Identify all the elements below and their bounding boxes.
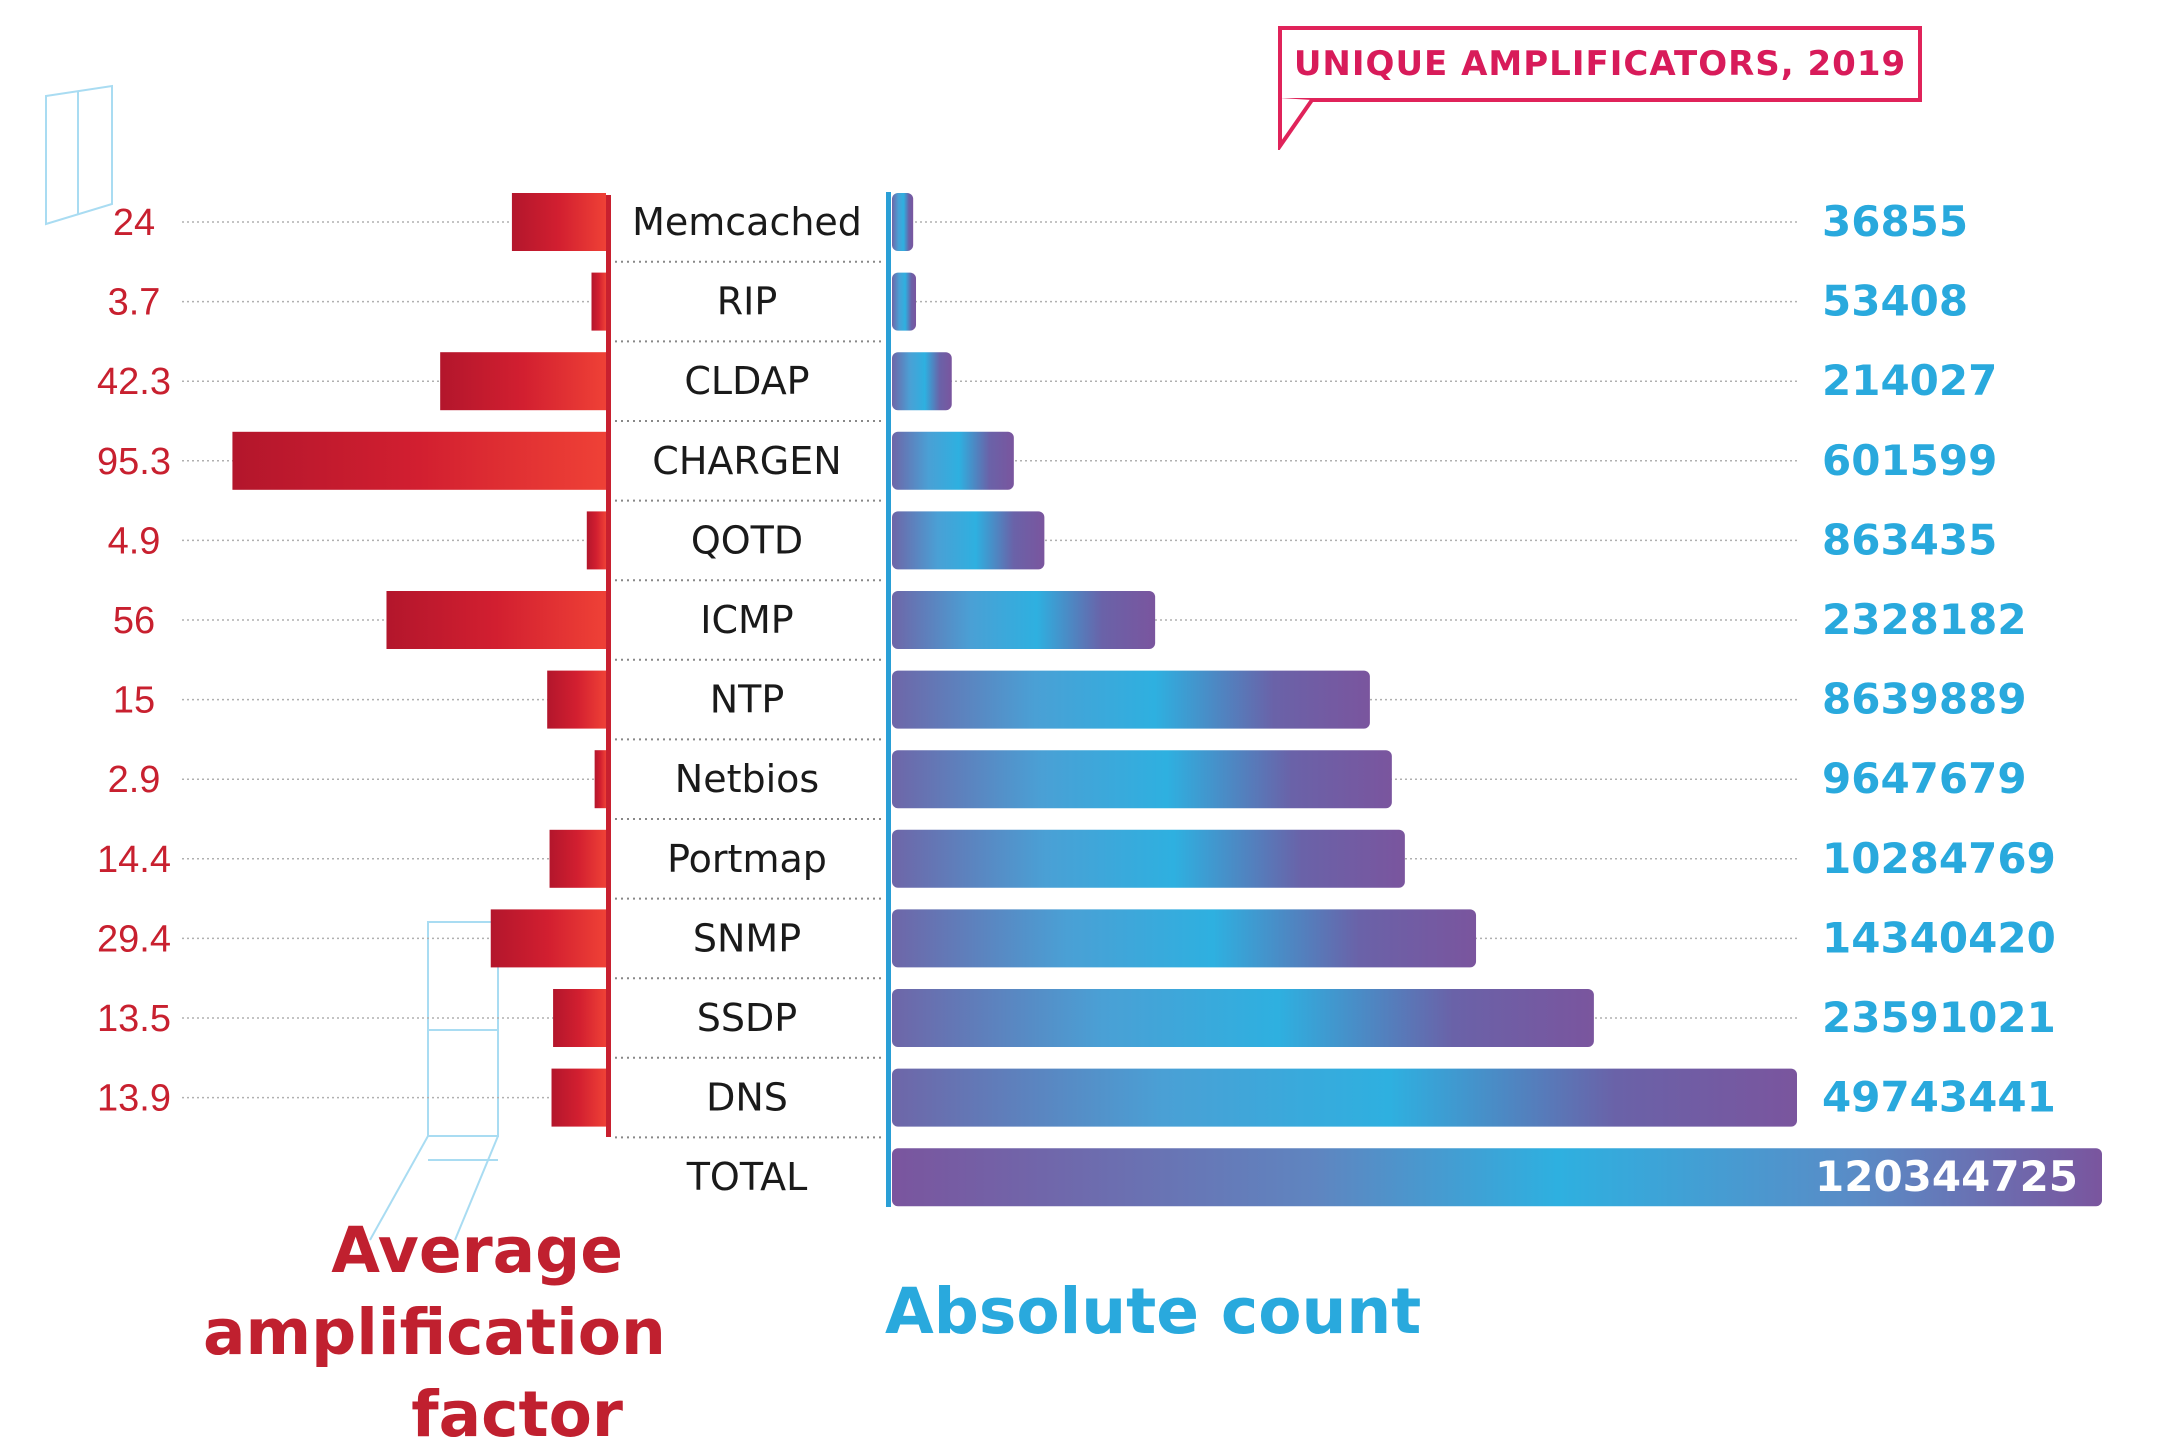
amplification-value-label: 2.9 xyxy=(108,759,161,801)
chart-title: UNIQUE AMPLIFICATORS, 2019 xyxy=(1293,44,1907,84)
amplification-bar xyxy=(586,511,606,570)
count-value-label: 601599 xyxy=(1822,436,1997,485)
category-label: Portmap xyxy=(667,837,827,881)
count-value-label: 863435 xyxy=(1822,515,1997,564)
amplification-value-label: 13.5 xyxy=(97,998,171,1040)
decoration-bottom-left xyxy=(369,921,499,1241)
count-bar xyxy=(892,193,914,251)
count-value-label: 49743441 xyxy=(1822,1073,2056,1122)
amplification-bar xyxy=(490,909,606,968)
left-axis-bar xyxy=(606,195,611,1137)
amplification-value-label: 4.9 xyxy=(108,520,161,562)
count-value-label: 2328182 xyxy=(1822,595,2027,644)
category-label: Memcached xyxy=(632,200,862,244)
count-bar xyxy=(892,1068,1797,1127)
amplification-value-label: 29.4 xyxy=(97,918,171,960)
amplification-bar xyxy=(549,829,606,888)
count-bar xyxy=(892,829,1405,888)
chart-title-box: UNIQUE AMPLIFICATORS, 2019 xyxy=(1278,26,1922,102)
chart-marks: Memcached 24 36855 RIP 3.7 53408 CLDAP 42.3 2140… xyxy=(97,193,2102,1207)
amplification-bar xyxy=(594,750,606,809)
right-axis-bar xyxy=(886,192,891,1207)
amplification-bar xyxy=(553,989,606,1047)
count-bar xyxy=(892,909,1477,968)
category-label: CHARGEN xyxy=(652,439,841,483)
category-label: RIP xyxy=(717,280,778,324)
category-label: QOTD xyxy=(691,518,803,562)
count-value-label: 14340420 xyxy=(1822,913,2056,962)
category-label: ICMP xyxy=(700,598,793,642)
amplification-value-label: 14.4 xyxy=(97,839,171,881)
count-bar xyxy=(892,989,1594,1047)
total-count-bar xyxy=(892,1148,2102,1207)
count-bar xyxy=(892,352,952,411)
amplification-value-label: 13.9 xyxy=(97,1078,171,1120)
category-label: NTP xyxy=(710,678,785,722)
count-bar xyxy=(892,272,917,331)
count-value-label: 53408 xyxy=(1822,277,1968,326)
amplification-bar xyxy=(386,591,606,649)
right-axis-title: Absolute count xyxy=(885,1275,1422,1348)
count-bar xyxy=(892,750,1392,809)
count-value-label: 120344725 xyxy=(1815,1152,2078,1201)
amplification-value-label: 24 xyxy=(113,202,155,244)
category-label: TOTAL xyxy=(686,1155,808,1199)
count-value-label: 23591021 xyxy=(1822,993,2056,1042)
category-label: CLDAP xyxy=(684,359,809,403)
category-label: Netbios xyxy=(675,757,819,801)
count-value-label: 36855 xyxy=(1822,197,1968,246)
amplification-value-label: 15 xyxy=(113,680,155,722)
title-box-tail-icon xyxy=(1278,98,1314,150)
amplification-value-label: 95.3 xyxy=(97,441,171,483)
amplification-bar xyxy=(591,272,606,331)
count-value-label: 214027 xyxy=(1822,356,1997,405)
count-bar xyxy=(892,511,1045,570)
amplification-value-label: 42.3 xyxy=(97,361,171,403)
category-label: SNMP xyxy=(693,916,801,960)
amplification-bar xyxy=(440,352,606,411)
decoration-top-left xyxy=(45,84,113,226)
left-axis-title: Average amplification factor xyxy=(203,1214,666,1451)
amplification-value-label: 3.7 xyxy=(108,282,161,324)
count-bar xyxy=(892,431,1014,490)
count-bar xyxy=(892,591,1156,649)
count-value-label: 9647679 xyxy=(1822,754,2027,803)
amplification-bar xyxy=(551,1068,606,1127)
count-value-label: 8639889 xyxy=(1822,675,2027,724)
amplification-value-label: 56 xyxy=(113,600,155,642)
category-label: DNS xyxy=(706,1076,788,1120)
amplification-bar xyxy=(511,193,606,251)
count-bar xyxy=(892,670,1370,729)
amplification-bar xyxy=(547,670,606,729)
category-label: SSDP xyxy=(697,996,797,1040)
count-value-label: 10284769 xyxy=(1822,834,2056,883)
amplification-bar xyxy=(232,431,606,490)
